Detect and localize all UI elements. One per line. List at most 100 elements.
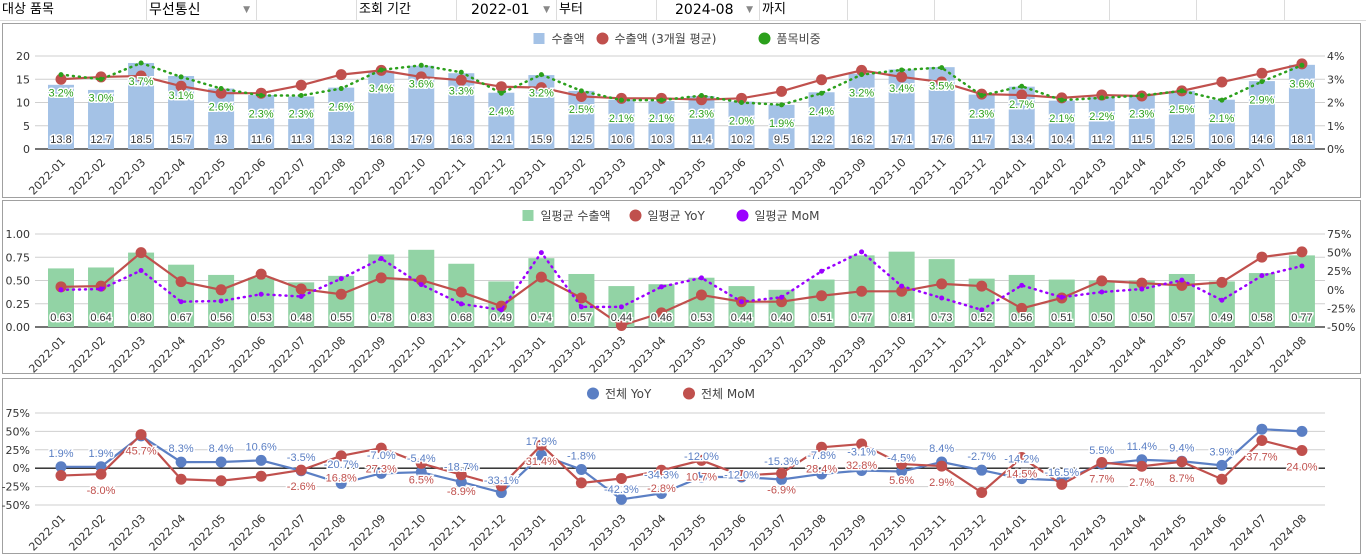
data-label: 2.2% — [1089, 111, 1114, 123]
x-axis-tick: 2022-06 — [227, 512, 269, 554]
x-axis-tick: 2024-07 — [1227, 156, 1269, 198]
series-point — [1296, 246, 1308, 258]
series-point — [1299, 62, 1305, 68]
bar-value-label: 18.5 — [130, 134, 151, 146]
series-point — [58, 287, 64, 293]
bar-value-label: 10.6 — [611, 134, 632, 146]
bar — [1248, 273, 1275, 327]
data-label: 2.3% — [689, 109, 714, 121]
legend-marker-1 — [629, 209, 642, 222]
y-axis-left-tick: 5 — [23, 120, 30, 133]
y-axis-left-tick: 25% — [6, 444, 30, 457]
x-axis-tick: 2022-01 — [26, 156, 68, 198]
series-point — [1216, 76, 1228, 88]
series-point — [1216, 473, 1228, 485]
x-axis-tick: 2024-05 — [1147, 334, 1189, 376]
data-label: 2.1% — [1209, 113, 1234, 125]
series-point — [55, 281, 67, 293]
series-point — [899, 67, 905, 73]
series-point — [776, 467, 788, 479]
series-point — [939, 65, 945, 71]
series-point — [138, 267, 144, 273]
bar-value-label: 0.49 — [1211, 312, 1232, 324]
series-point — [1179, 88, 1185, 94]
series-point — [255, 268, 267, 280]
bar-value-label: 13.8 — [50, 134, 71, 146]
series-point — [498, 90, 504, 96]
series-point — [495, 480, 507, 492]
series-point — [736, 470, 748, 482]
x-axis-tick: 2022-01 — [26, 334, 68, 376]
bar-value-label: 12.5 — [571, 134, 592, 146]
x-axis-tick: 2022-05 — [187, 334, 229, 376]
x-axis-tick: 2022-08 — [307, 512, 349, 554]
x-axis-tick: 2022-02 — [66, 156, 108, 198]
data-label: -2.8% — [647, 483, 676, 495]
data-label: 3.2% — [48, 88, 73, 100]
bar — [1048, 100, 1075, 149]
x-axis-tick: 2022-04 — [147, 156, 189, 198]
bar-value-label: 11.6 — [251, 134, 272, 146]
bar-value-label: 0.77 — [851, 312, 872, 324]
chevron-down-icon: ▼ — [543, 5, 550, 15]
x-axis-tick: 2022-12 — [467, 334, 509, 376]
bar-value-label: 0.49 — [491, 312, 512, 324]
series-point — [615, 473, 627, 485]
bar — [1288, 64, 1315, 149]
x-axis-tick: 2023-01 — [507, 334, 549, 376]
legend-label: 수출액 — [552, 32, 585, 46]
series-point — [1096, 89, 1108, 101]
y-axis-left-tick: -25% — [2, 481, 30, 494]
series-point — [819, 90, 825, 96]
target-item-dropdown[interactable]: 무선통신 ▼ — [147, 0, 257, 20]
series-point — [816, 468, 828, 480]
x-axis-tick: 2022-07 — [267, 334, 309, 376]
x-axis-tick: 2023-10 — [867, 156, 909, 198]
series-point — [1139, 93, 1145, 99]
series-point — [939, 295, 945, 301]
x-axis-tick: 2023-09 — [827, 334, 869, 376]
data-label: 5.6% — [889, 475, 914, 487]
data-label: 2.3% — [289, 109, 314, 121]
x-axis-tick: 2023-09 — [827, 156, 869, 198]
bar-value-label: 0.44 — [731, 312, 752, 324]
chevron-down-icon: ▼ — [243, 5, 250, 15]
to-label: 까지 — [760, 0, 848, 20]
target-item-label: 대상 품목 — [0, 0, 147, 20]
x-axis-tick: 2024-01 — [987, 156, 1029, 198]
x-axis-tick: 2022-11 — [427, 156, 469, 198]
legend-label: 품목비중 — [777, 32, 821, 46]
bar — [888, 69, 915, 149]
x-axis-tick: 2024-06 — [1187, 512, 1229, 554]
bar-value-label: 10.4 — [1051, 134, 1072, 146]
end-period-dropdown[interactable]: 2024-08 ▼ — [657, 0, 760, 20]
series-point — [618, 97, 624, 103]
series-point — [578, 304, 584, 310]
series-point — [1256, 434, 1268, 446]
data-label: 3.1% — [169, 90, 194, 102]
bar-value-label: 0.55 — [330, 312, 351, 324]
x-axis-tick: 2024-06 — [1187, 156, 1229, 198]
x-axis-tick: 2023-05 — [667, 156, 709, 198]
bar-value-label: 16.3 — [451, 134, 472, 146]
data-label: -20.7% — [324, 459, 359, 471]
bar — [928, 259, 955, 327]
bar-value-label: 15.9 — [531, 134, 552, 146]
data-label: 8.4% — [209, 443, 234, 455]
series-point — [415, 457, 427, 469]
x-axis-tick: 2024-03 — [1067, 334, 1109, 376]
data-label: 3.2% — [849, 88, 874, 100]
series-point — [175, 80, 187, 92]
daily-export-chart: 0.00 0.25 0.50 0.75 1.00 -50% -25% 0% 25% 50% 75% 2… — [6, 209, 1356, 376]
bar-value-label: 0.81 — [891, 312, 912, 324]
y-axis-left-tick: 15 — [16, 73, 30, 86]
series-point — [615, 320, 627, 332]
legend-marker-1 — [683, 387, 695, 400]
y-axis-left-tick: 50% — [6, 425, 30, 438]
series-point — [298, 93, 304, 99]
bar — [48, 268, 74, 327]
x-axis-tick: 2023-10 — [867, 334, 909, 376]
x-axis-tick: 2024-07 — [1227, 512, 1269, 554]
start-period-dropdown[interactable]: 2022-01 ▼ — [457, 0, 557, 20]
bar-value-label: 0.58 — [1251, 312, 1272, 324]
